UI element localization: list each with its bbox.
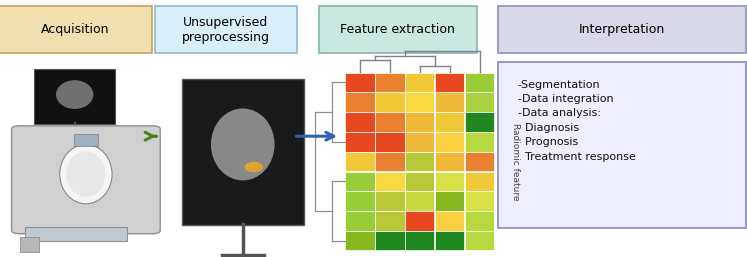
FancyBboxPatch shape (375, 73, 405, 92)
FancyBboxPatch shape (498, 6, 746, 53)
FancyBboxPatch shape (405, 211, 435, 231)
FancyBboxPatch shape (435, 152, 465, 171)
FancyBboxPatch shape (435, 73, 465, 92)
FancyBboxPatch shape (345, 191, 375, 211)
FancyBboxPatch shape (498, 62, 746, 228)
FancyBboxPatch shape (25, 227, 127, 241)
FancyBboxPatch shape (465, 93, 495, 112)
Text: Interpretation: Interpretation (579, 23, 665, 36)
FancyBboxPatch shape (435, 191, 465, 211)
FancyBboxPatch shape (375, 112, 405, 132)
FancyBboxPatch shape (465, 191, 495, 211)
FancyBboxPatch shape (465, 132, 495, 151)
FancyBboxPatch shape (405, 73, 435, 92)
Ellipse shape (60, 144, 112, 204)
FancyBboxPatch shape (465, 73, 495, 92)
FancyBboxPatch shape (345, 93, 375, 112)
FancyBboxPatch shape (345, 231, 375, 250)
FancyBboxPatch shape (375, 231, 405, 250)
FancyBboxPatch shape (74, 134, 98, 146)
Ellipse shape (66, 151, 105, 197)
Ellipse shape (211, 108, 275, 180)
FancyBboxPatch shape (465, 152, 495, 171)
Ellipse shape (245, 162, 263, 172)
FancyBboxPatch shape (435, 93, 465, 112)
FancyBboxPatch shape (155, 6, 297, 53)
FancyBboxPatch shape (345, 132, 375, 151)
FancyBboxPatch shape (375, 211, 405, 231)
FancyBboxPatch shape (405, 112, 435, 132)
FancyBboxPatch shape (435, 112, 465, 132)
FancyBboxPatch shape (345, 73, 375, 92)
FancyBboxPatch shape (405, 93, 435, 112)
Text: Radiomic feature: Radiomic feature (511, 123, 520, 200)
FancyBboxPatch shape (375, 93, 405, 112)
Text: Unsupervised
preprocessing: Unsupervised preprocessing (182, 16, 270, 43)
FancyBboxPatch shape (405, 191, 435, 211)
FancyBboxPatch shape (345, 112, 375, 132)
FancyBboxPatch shape (375, 172, 405, 191)
FancyBboxPatch shape (345, 172, 375, 191)
FancyBboxPatch shape (319, 6, 477, 53)
FancyBboxPatch shape (0, 6, 152, 53)
FancyBboxPatch shape (435, 132, 465, 151)
FancyBboxPatch shape (345, 152, 375, 171)
FancyBboxPatch shape (405, 231, 435, 250)
FancyBboxPatch shape (465, 231, 495, 250)
Text: Feature extraction: Feature extraction (341, 23, 455, 36)
FancyBboxPatch shape (435, 211, 465, 231)
FancyBboxPatch shape (375, 132, 405, 151)
FancyBboxPatch shape (20, 237, 39, 252)
FancyBboxPatch shape (405, 152, 435, 171)
FancyBboxPatch shape (345, 211, 375, 231)
FancyBboxPatch shape (375, 152, 405, 171)
FancyBboxPatch shape (182, 79, 303, 225)
Text: -Segmentation
-Data integration
-Data analysis:
  Diagnosis
  Prognosis
  Treatm: -Segmentation -Data integration -Data an… (518, 80, 636, 162)
FancyBboxPatch shape (435, 172, 465, 191)
FancyBboxPatch shape (34, 69, 115, 124)
Text: Acquisition: Acquisition (40, 23, 109, 36)
FancyBboxPatch shape (405, 172, 435, 191)
FancyBboxPatch shape (465, 112, 495, 132)
FancyBboxPatch shape (465, 172, 495, 191)
FancyBboxPatch shape (375, 191, 405, 211)
FancyBboxPatch shape (12, 126, 160, 234)
FancyBboxPatch shape (465, 211, 495, 231)
Ellipse shape (56, 80, 93, 109)
FancyBboxPatch shape (435, 231, 465, 250)
FancyBboxPatch shape (405, 132, 435, 151)
